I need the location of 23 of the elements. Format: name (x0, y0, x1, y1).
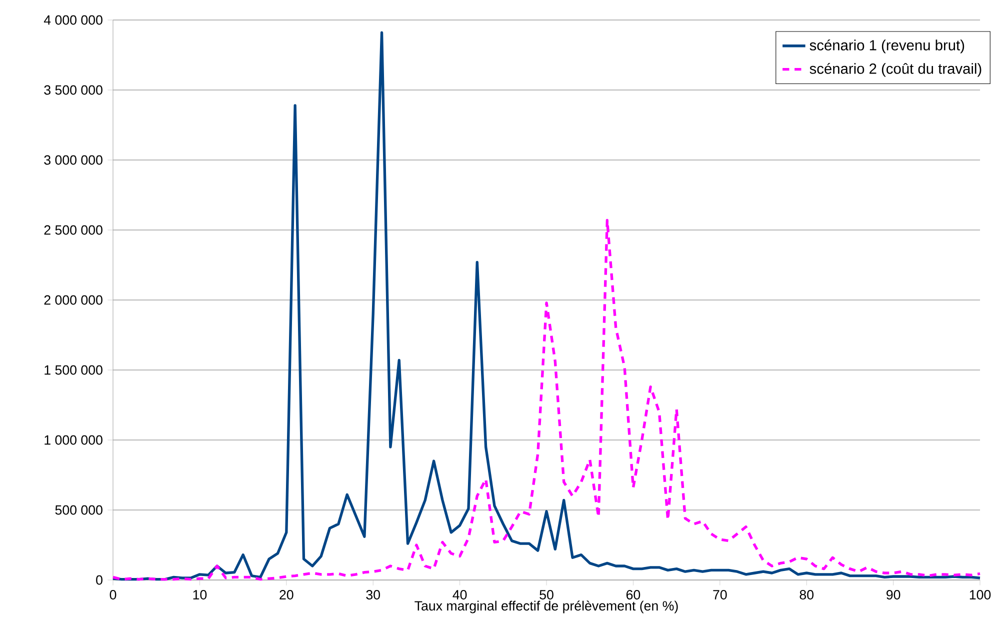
x-tick-label: 70 (713, 590, 727, 600)
x-tick-label: 40 (452, 590, 467, 600)
y-tick-label: 3 500 000 (44, 85, 102, 95)
x-tick-label: 80 (800, 590, 814, 600)
y-tick-label: 1 000 000 (44, 435, 102, 445)
x-tick-label: 0 (110, 590, 116, 600)
x-tick-label: 10 (193, 590, 207, 600)
x-tick-label: 100 (970, 590, 991, 600)
x-tick-label: 50 (540, 590, 554, 600)
y-tick-label: 4 000 000 (44, 15, 102, 25)
legend-label: scénario 1 (revenu brut) (810, 39, 964, 54)
y-tick-label: 1 500 000 (44, 365, 102, 375)
x-tick-label: 30 (366, 590, 380, 600)
x-tick-label: 20 (280, 590, 294, 600)
y-tick-label: 3 000 000 (44, 155, 102, 165)
y-tick-label: 500 000 (55, 505, 102, 515)
y-tick-label: 2 500 000 (44, 225, 102, 235)
x-tick-label: 60 (626, 590, 640, 600)
legend-label: scénario 2 (coût du travail) (810, 62, 982, 77)
y-tick-label: 2 000 000 (44, 295, 102, 305)
x-tick-label: 90 (886, 590, 900, 600)
y-tick-label: 0 (96, 575, 102, 585)
x-axis-title: Taux marginal effectif de prélèvement (en %) (414, 600, 678, 614)
